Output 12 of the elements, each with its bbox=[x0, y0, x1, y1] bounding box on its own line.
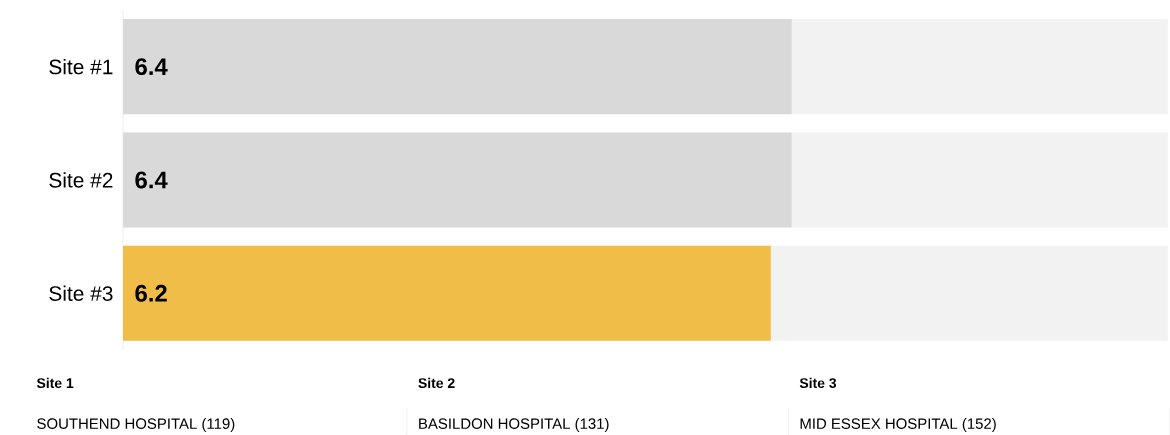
y-tick-label: Site #1 bbox=[49, 58, 113, 75]
y-tick-label: Site #2 bbox=[49, 172, 113, 188]
text: Site 2 bbox=[418, 377, 455, 388]
data-label: 6.4 bbox=[135, 171, 168, 189]
text: Site 1 bbox=[36, 377, 74, 388]
text: BASILDON HOSPITAL (131) bbox=[419, 417, 609, 432]
text: SOUTHEND HOSPITAL (119) bbox=[37, 417, 235, 432]
data-label: 6.2 bbox=[135, 284, 167, 302]
y-tick-label: Site #3 bbox=[49, 285, 113, 301]
data-label: 6.4 bbox=[135, 58, 168, 76]
text: Site 3 bbox=[799, 377, 837, 388]
text: MID ESSEX HOSPITAL (152) bbox=[800, 417, 996, 432]
